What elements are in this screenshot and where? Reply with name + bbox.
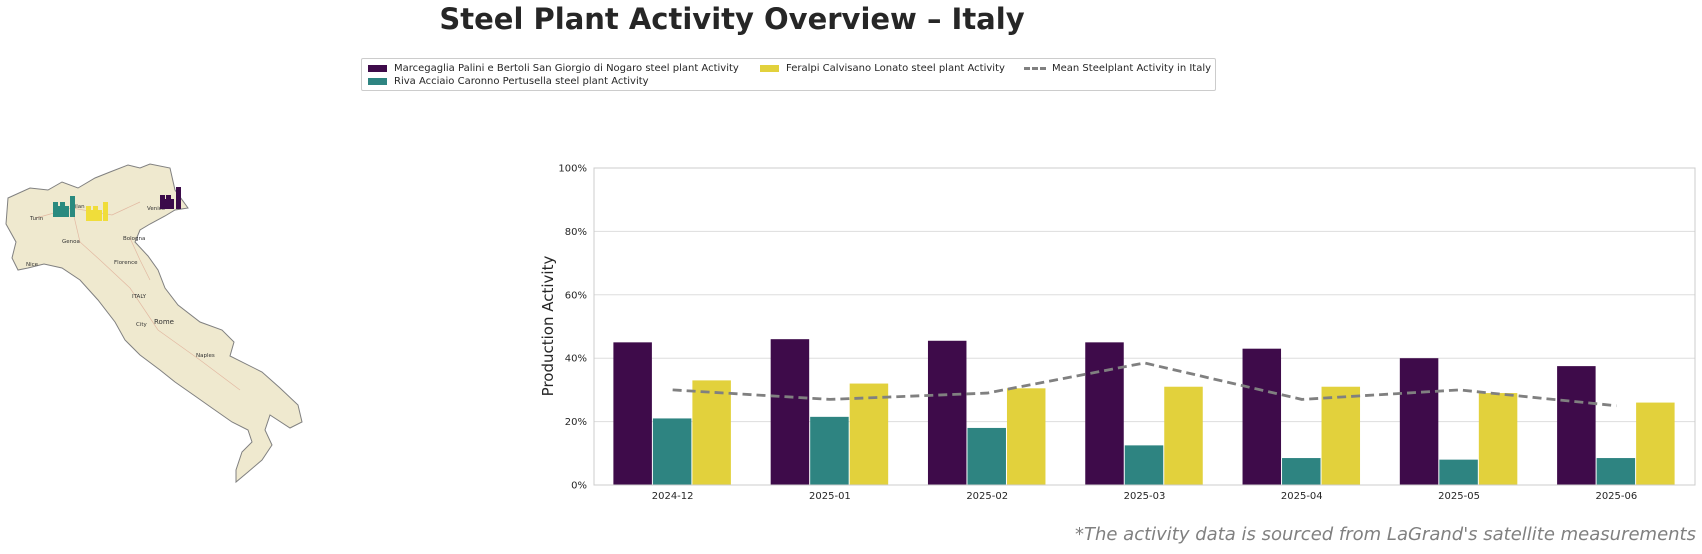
- map-label-venice: Venice: [147, 206, 166, 212]
- bars: [613, 339, 1675, 485]
- bar-riva: [810, 416, 849, 485]
- mean-line-layer: [672, 361, 1617, 408]
- legend-label-marcegaglia: Marcegaglia Palini e Bertoli San Giorgio…: [394, 63, 739, 74]
- bar-riva: [1124, 445, 1164, 485]
- bar-marcegaglia: [770, 339, 810, 485]
- map-label-florence: Florence: [114, 260, 138, 266]
- legend-item-riva: Riva Acciaio Caronno Pertusella steel pl…: [368, 76, 649, 87]
- legend: Marcegaglia Palini e Bertoli San Giorgio…: [361, 58, 1216, 91]
- map-label-genoa: Genoa: [62, 239, 80, 245]
- map-place-labels: Turin Milan Venice Genoa Bologna Florenc…: [26, 204, 215, 359]
- bar-riva: [1282, 458, 1321, 485]
- bar-marcegaglia: [1085, 342, 1124, 485]
- y-tick-labels: 0% 20% 40% 60% 80% 100%: [558, 164, 587, 492]
- map-label-milan: Milan: [70, 204, 85, 210]
- legend-swatch-marcegaglia: [368, 65, 387, 72]
- bar-marcegaglia: [1557, 366, 1596, 485]
- bar-feralpi: [1164, 386, 1203, 485]
- factory-icon-riva: [53, 196, 75, 217]
- bar-feralpi: [692, 380, 731, 485]
- map-label-italy: ITALY: [132, 294, 147, 300]
- bar-feralpi: [1478, 393, 1518, 485]
- x-tick-label: 2025-01: [809, 491, 851, 502]
- map-label-bologna: Bologna: [123, 236, 145, 242]
- bar-marcegaglia: [1399, 358, 1439, 485]
- bar-feralpi: [849, 383, 889, 485]
- map-label-turin: Turin: [29, 216, 44, 222]
- legend-label-feralpi: Feralpi Calvisano Lonato steel plant Act…: [786, 63, 1005, 74]
- bar-marcegaglia: [1242, 348, 1282, 485]
- bar-feralpi: [1636, 402, 1675, 485]
- y-tick-label: 80%: [565, 227, 587, 238]
- y-tick-label: 0%: [571, 481, 587, 492]
- legend-label-mean: Mean Steelplant Activity in Italy: [1052, 63, 1212, 74]
- x-tick-labels: 2024-12 2025-01 2025-02 2025-03 2025-04 2025-…: [652, 491, 1638, 502]
- y-tick-label: 40%: [565, 354, 587, 365]
- map-label-nice: Nice: [26, 262, 39, 268]
- italy-landmass: [5, 163, 303, 484]
- bar-riva: [652, 418, 692, 485]
- bar-feralpi: [1006, 388, 1046, 485]
- bar-feralpi: [1321, 386, 1361, 485]
- legend-item-feralpi: Feralpi Calvisano Lonato steel plant Act…: [760, 63, 1005, 74]
- bar-marcegaglia: [613, 342, 652, 485]
- y-tick-label: 20%: [565, 417, 587, 428]
- x-tick-label: 2025-03: [1124, 491, 1166, 502]
- bar-riva: [967, 427, 1006, 485]
- bar-riva: [1439, 459, 1478, 485]
- legend-swatch-riva: [368, 78, 387, 85]
- bar-riva: [1596, 458, 1636, 485]
- map-label-naples: Naples: [196, 353, 215, 359]
- x-tick-label: 2025-02: [966, 491, 1008, 502]
- map-label-rome: Rome: [154, 318, 174, 326]
- plot-frame: [593, 167, 1696, 486]
- legend-item-marcegaglia: Marcegaglia Palini e Bertoli San Giorgio…: [368, 63, 739, 74]
- legend-label-riva: Riva Acciaio Caronno Pertusella steel pl…: [394, 76, 649, 87]
- x-tick-label: 2025-06: [1595, 491, 1637, 502]
- x-tick-label: 2024-12: [652, 491, 694, 502]
- footnote: *The activity data is sourced from LaGra…: [1074, 524, 1696, 545]
- bar-marcegaglia: [927, 340, 967, 485]
- x-tick-label: 2025-04: [1281, 491, 1323, 502]
- y-tick-label: 60%: [565, 290, 587, 301]
- factory-icon-feralpi: [86, 202, 108, 221]
- factory-icon-marcegaglia: [160, 187, 181, 209]
- legend-item-mean: Mean Steelplant Activity in Italy: [1024, 63, 1211, 74]
- mean-activity-line: [672, 361, 1617, 408]
- legend-swatch-feralpi: [760, 65, 779, 72]
- italy-map: Turin Milan Venice Genoa Bologna Florenc…: [5, 163, 303, 484]
- x-tick-label: 2025-05: [1438, 491, 1480, 502]
- chart-title: Steel Plant Activity Overview – Italy: [439, 2, 1025, 36]
- legend-dash-mean: [1024, 67, 1046, 70]
- map-label-city: City: [136, 322, 148, 328]
- y-axis-label: Production Activity: [539, 256, 557, 397]
- y-tick-label: 100%: [558, 164, 587, 175]
- gridlines: [594, 167, 1695, 486]
